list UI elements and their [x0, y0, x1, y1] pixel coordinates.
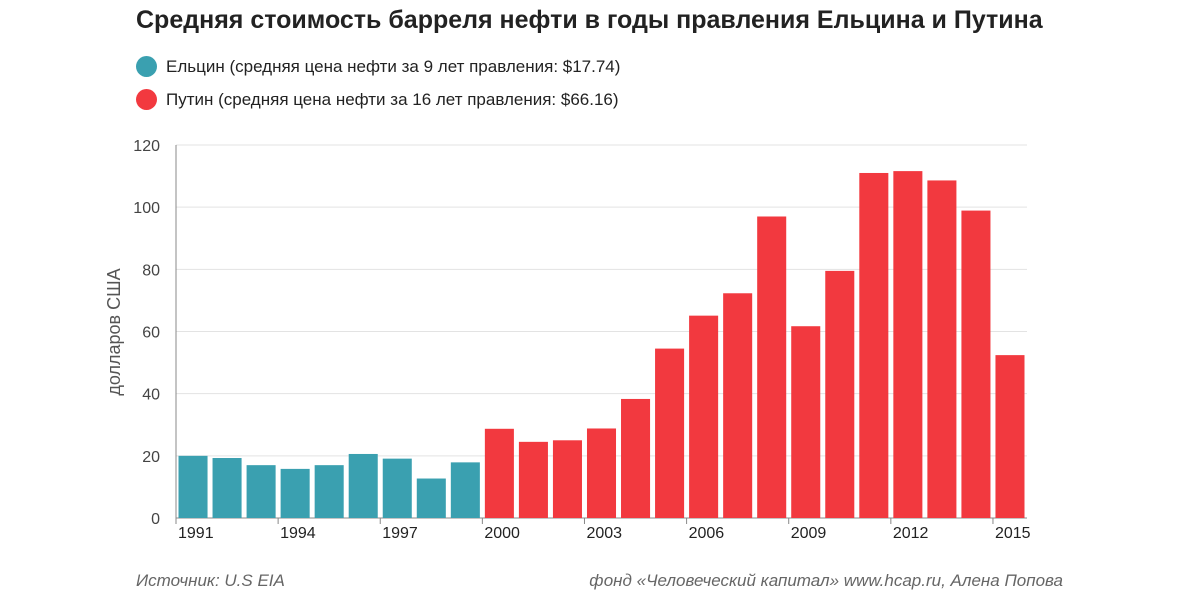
bar-1992 [212, 458, 242, 518]
y-tick-label: 100 [133, 200, 160, 217]
y-tick-label: 80 [142, 262, 160, 279]
legend-label-putin: Путин (средняя цена нефти за 16 лет прав… [166, 89, 619, 109]
bar-2014 [961, 210, 991, 519]
bar-1997 [382, 458, 412, 518]
x-tick-label: 2006 [689, 525, 725, 542]
bar-2013 [927, 180, 957, 518]
y-tick-label: 120 [133, 138, 160, 155]
bar-1994 [280, 468, 310, 518]
credit-note: фонд «Человеческий капитал» www.hcap.ru,… [589, 571, 1063, 590]
y-tick-label: 60 [142, 325, 160, 342]
legend-item-yeltsin: Ельцин (средняя цена нефти за 9 лет прав… [136, 56, 620, 77]
bar-2000 [484, 428, 514, 518]
bar-2005 [655, 348, 685, 518]
bar-2004 [621, 398, 651, 518]
source-note: Источник: U.S EIA [136, 571, 285, 590]
x-tick-label: 2012 [893, 525, 929, 542]
bar-1998 [416, 478, 446, 518]
bar-1999 [450, 462, 480, 518]
bar-2007 [723, 293, 753, 518]
legend-label-yeltsin: Ельцин (средняя цена нефти за 9 лет прав… [166, 56, 621, 76]
bar-2010 [825, 270, 855, 518]
y-tick-label: 20 [142, 449, 160, 466]
y-tick-label: 0 [151, 511, 160, 528]
x-tick-label: 1991 [178, 525, 214, 542]
bar-1995 [314, 465, 344, 518]
x-tick-label: 2003 [586, 525, 622, 542]
bar-2001 [518, 441, 548, 518]
bar-2009 [791, 326, 821, 518]
bar-2015 [995, 355, 1025, 518]
x-tick-label: 2000 [484, 525, 520, 542]
x-tick-label: 1994 [280, 525, 316, 542]
bar-1996 [348, 453, 378, 518]
x-tick-label: 2009 [791, 525, 827, 542]
x-tick-label: 1997 [382, 525, 418, 542]
y-tick-label: 40 [142, 387, 160, 404]
bar-1991 [178, 455, 208, 518]
legend-swatch-putin [136, 89, 157, 110]
x-tick-label: 2015 [995, 525, 1031, 542]
chart-title: Средняя стоимость барреля нефти в годы п… [136, 6, 1043, 34]
y-axis-title: долларов США [104, 268, 124, 395]
legend-item-putin: Путин (средняя цена нефти за 16 лет прав… [136, 89, 619, 110]
bar-1993 [246, 465, 276, 518]
bar-2008 [757, 216, 787, 518]
bar-2011 [859, 172, 889, 518]
bar-2006 [689, 315, 719, 518]
legend-swatch-yeltsin [136, 56, 157, 77]
bar-2012 [893, 171, 923, 519]
bar-2003 [586, 428, 617, 518]
bar-2002 [552, 440, 582, 518]
